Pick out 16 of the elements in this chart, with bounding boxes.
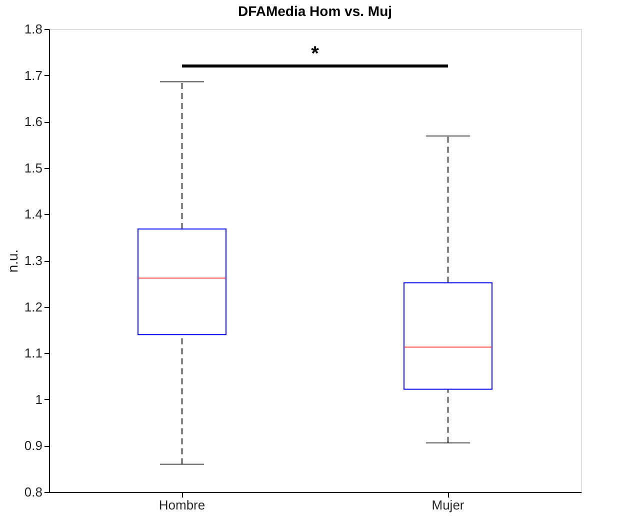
y-tick-label: 1.3 [24,253,42,268]
annotation: * [311,43,320,66]
y-tick-label: 1.2 [24,299,42,314]
y-tick-label: 1.1 [24,346,42,361]
y-tick-label: 1.5 [24,160,42,176]
y-tick-label: 1.8 [24,22,42,36]
y-tick-label: 1.7 [24,68,42,83]
y-tick-label: 1.6 [24,114,42,130]
y-tick-label: 0.9 [24,438,42,454]
chart-title: DFAMedia Hom vs. Muj [238,3,392,19]
x-tick-label: Mujer [432,498,465,512]
y-axis-title: n.u. [4,249,20,273]
y-tick-label: 0.8 [24,484,42,500]
y-tick-label: 1.4 [24,206,42,222]
y-tick-label: 1 [35,392,42,407]
x-tick-label: Hombre [158,498,206,512]
